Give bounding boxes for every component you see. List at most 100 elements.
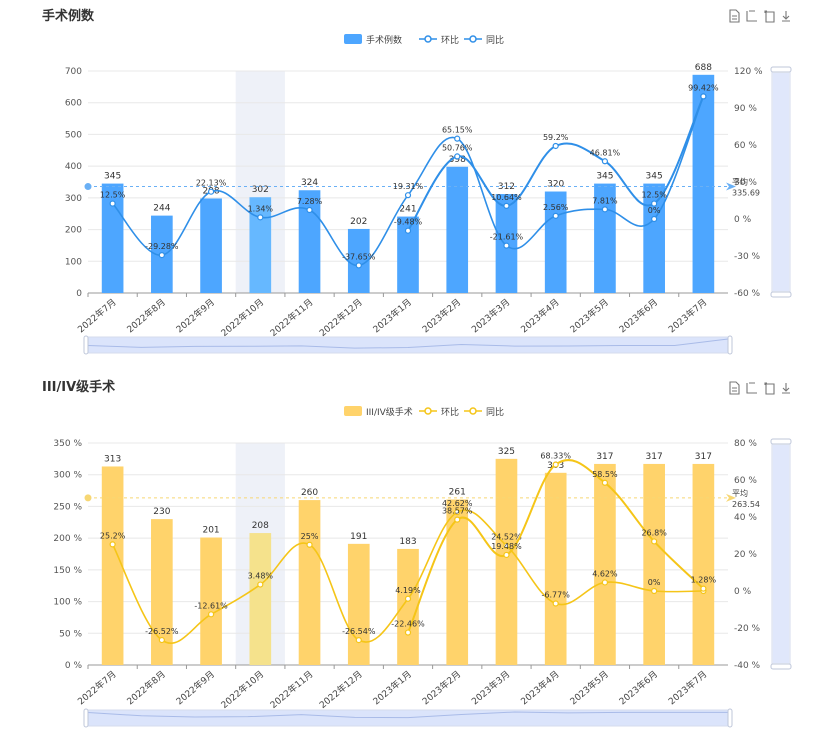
bar-value-label: 324 [301, 178, 318, 188]
bar-value-label: 208 [252, 521, 269, 531]
line-type-icon[interactable] [746, 382, 757, 394]
y-right-tick: 30 % [734, 178, 757, 188]
line-point [257, 214, 264, 221]
y-left-tick: 0 % [65, 661, 83, 671]
horizontal-zoom-handle-left[interactable] [83, 708, 89, 728]
y-left-tick: 300 % [53, 471, 82, 481]
line-value-label: -9.48% [394, 218, 423, 227]
line-value-label: 24.52% [491, 533, 522, 542]
line-value-label: -26.54% [342, 627, 376, 636]
vertical-zoom-handle-top[interactable] [770, 438, 792, 445]
line-point [552, 212, 559, 219]
line-point [503, 542, 510, 549]
legend-bar-swatch [344, 34, 362, 44]
line-point [404, 629, 412, 636]
x-tick-label: 2023年4月 [518, 668, 561, 707]
x-tick-label: 2023年7月 [666, 296, 709, 335]
download-icon[interactable] [782, 383, 790, 394]
line-value-label: 25% [301, 532, 319, 541]
bar [397, 216, 419, 293]
restore-icon[interactable] [764, 382, 775, 395]
x-tick-label: 2023年3月 [469, 668, 512, 707]
line-point [601, 158, 609, 165]
chart2: III/IV级手术 环比 同比 0 % 50 % 100 % 150 % 200 % 250 %… [53, 406, 792, 728]
line-value-label: 4.19% [395, 586, 421, 595]
x-tick-label: 2022年8月 [124, 668, 167, 707]
x-tick-label: 2022年7月 [75, 668, 118, 707]
vertical-zoom-handle-bottom[interactable] [770, 291, 792, 298]
y-right-tick: 0 % [734, 587, 752, 597]
legend-line-marker [469, 407, 477, 415]
line-point [306, 541, 313, 548]
y-right-tick: 20 % [734, 550, 757, 560]
line-value-label: 1.28% [691, 576, 717, 585]
line-type-icon[interactable] [746, 10, 757, 22]
line-point [503, 551, 510, 559]
bar [347, 228, 370, 293]
bar-value-label: 398 [449, 155, 466, 165]
y-left-tick: 700 [65, 67, 82, 77]
x-tick-label: 2023年2月 [420, 668, 463, 707]
line-value-label: 12.5% [100, 191, 126, 200]
line-point [700, 93, 707, 100]
x-tick-label: 2023年6月 [617, 668, 660, 707]
bar [347, 543, 370, 665]
bar-value-label: 201 [202, 526, 219, 536]
line-value-label: 0% [648, 206, 661, 215]
y-left-tick: 200 [65, 226, 82, 236]
legend-line-marker [469, 35, 477, 43]
horizontal-zoom-handle-right[interactable] [727, 708, 733, 728]
data-view-icon[interactable] [729, 381, 740, 395]
bar-value-label: 345 [104, 172, 121, 182]
chart1-title: 手术例数 [42, 9, 95, 24]
download-icon[interactable] [782, 11, 790, 22]
legend-line-marker [424, 35, 432, 43]
y-left-tick: 300 [65, 194, 82, 204]
y-left-tick: 50 % [59, 629, 82, 639]
line-point [454, 135, 461, 142]
line-point [651, 200, 658, 207]
line-point [404, 192, 412, 199]
line-point [257, 581, 264, 588]
x-tick-label: 2022年9月 [174, 296, 217, 335]
legend-bar-label: III/IV级手术 [366, 406, 413, 418]
legend-bar-label: 手术例数 [366, 34, 402, 46]
line-point [355, 636, 362, 644]
line-point [552, 142, 559, 150]
bar-value-label: 688 [695, 63, 712, 73]
line-point [651, 538, 658, 545]
bar [249, 533, 272, 665]
bar-value-label: 312 [498, 182, 515, 192]
vertical-zoom-window [773, 73, 789, 291]
vertical-zoom-handle-bottom[interactable] [770, 663, 792, 670]
average-label: 平均 [732, 177, 748, 187]
line-value-label: -22.46% [391, 620, 425, 629]
horizontal-zoom-handle-right[interactable] [727, 335, 733, 355]
legend-line-label: 同比 [486, 406, 504, 418]
x-tick-label: 2023年1月 [370, 668, 413, 707]
line-value-label: 50.76% [442, 143, 473, 152]
y-right-tick: 60 % [734, 141, 757, 151]
legend-line-label: 同比 [486, 34, 504, 46]
line-value-label: -26.52% [145, 627, 179, 636]
x-tick-label: 2022年12月 [317, 296, 365, 339]
line-point [601, 479, 609, 486]
line-value-label: 19.48% [491, 542, 522, 551]
x-tick-label: 2023年2月 [420, 296, 463, 335]
line-point [109, 200, 116, 207]
bar [298, 500, 321, 665]
line-value-label: 38.57% [442, 507, 473, 516]
line-value-label: 68.33% [540, 452, 571, 461]
legend: III/IV级手术 环比 同比 [344, 406, 504, 418]
data-view-icon[interactable] [729, 9, 740, 23]
x-tick-label: 2022年12月 [317, 668, 365, 711]
y-left-tick: 400 [65, 162, 82, 172]
restore-icon[interactable] [764, 10, 775, 23]
legend: 手术例数 环比 同比 [344, 34, 504, 46]
line-value-label: 12.5% [641, 191, 667, 200]
horizontal-zoom-handle-left[interactable] [83, 335, 89, 355]
y-left-tick: 600 [65, 99, 82, 109]
line-value-label: -6.77% [542, 591, 571, 600]
y-right-tick: 120 % [734, 67, 763, 77]
vertical-zoom-handle-top[interactable] [770, 66, 792, 73]
